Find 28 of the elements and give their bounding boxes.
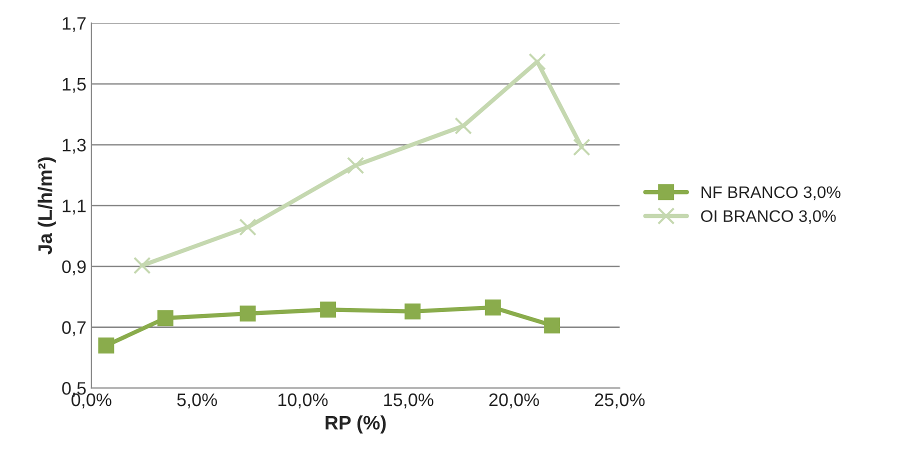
y-tick-label: 1,7 [62, 17, 86, 32]
y-tick-label: 0,9 [62, 260, 86, 276]
point [346, 156, 364, 174]
y-tick-label: 1,5 [62, 78, 86, 93]
point [320, 302, 336, 318]
point [484, 299, 501, 316]
x-tick-label: 10,0% [278, 393, 328, 408]
point [528, 53, 546, 70]
x-tick-label: 15,0% [384, 393, 434, 408]
x-axis-title: RP (%) [326, 415, 386, 434]
point [98, 338, 114, 354]
y-axis-title: Ja (L/h/m²) [38, 157, 56, 254]
y-tick-label: 1,3 [62, 138, 86, 154]
point [572, 138, 590, 156]
x-tick-label: 25,0% [595, 393, 645, 408]
x-tick-label: 5,0% [177, 393, 217, 408]
point [133, 256, 151, 274]
point [157, 310, 174, 326]
point [240, 306, 256, 322]
x-tick-label: 20,0% [489, 393, 539, 408]
legend-label: NF BRANCO 3,0% [702, 186, 840, 200]
point [239, 218, 256, 236]
point [404, 303, 421, 320]
y-tick-label: 0,7 [62, 321, 86, 336]
point [544, 317, 560, 334]
point [454, 117, 472, 135]
legend-label: OI BRANCO 3,0% [701, 210, 836, 224]
y-tick-label: 1,1 [62, 200, 86, 214]
